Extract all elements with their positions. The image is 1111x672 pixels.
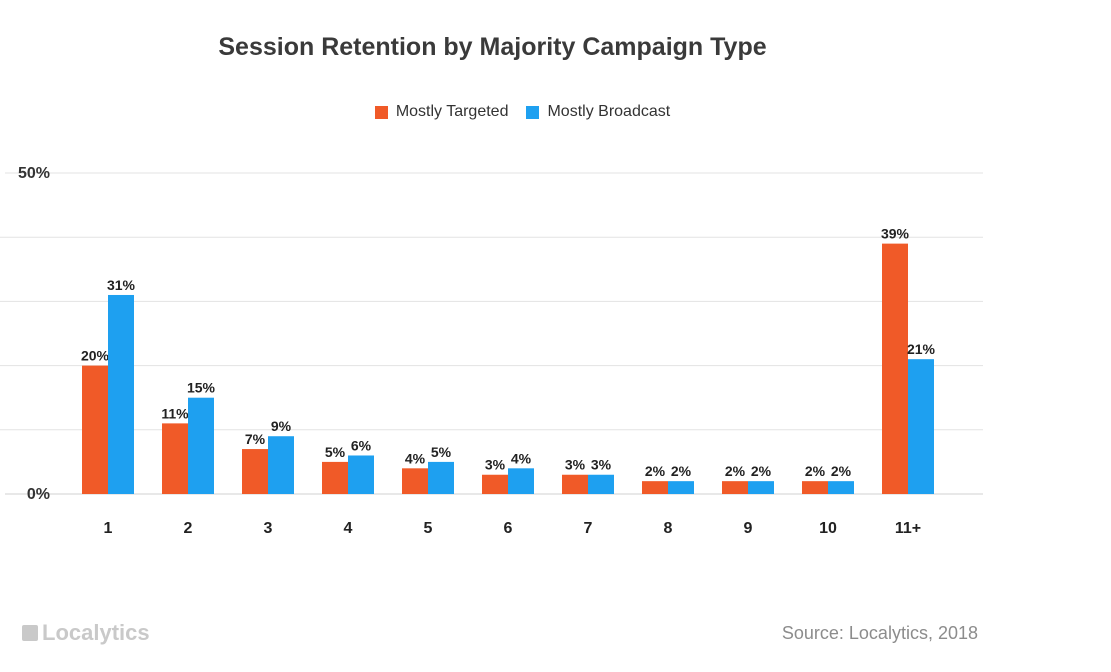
data-label-targeted-2: 7% — [245, 431, 266, 447]
x-tick-label-9: 10 — [819, 520, 837, 537]
legend-label-targeted: Mostly Targeted — [395, 103, 509, 120]
data-label-broadcast-1: 15% — [187, 380, 216, 396]
data-label-targeted-1: 11% — [161, 405, 189, 421]
bar-chart-plot: 50% 0% 20% 31% 1 11% 15% 2 7% 9% 3 5% 6% 4 4% 5% 5 3% 4% 6 3… — [0, 165, 983, 537]
x-tick-label-10: 11+ — [895, 520, 921, 537]
bar-broadcast-4 — [428, 461, 454, 494]
x-tick-label-3: 4 — [344, 520, 353, 537]
logo-icon — [22, 625, 38, 641]
x-tick-label-1: 2 — [184, 520, 193, 537]
data-label-targeted-5: 3% — [485, 457, 506, 473]
data-label-broadcast-5: 4% — [511, 450, 532, 466]
bar-targeted-2 — [242, 449, 268, 494]
x-tick-label-8: 9 — [744, 520, 753, 537]
data-label-targeted-4: 4% — [405, 450, 426, 466]
logo-text: Localytics — [42, 620, 150, 645]
data-label-broadcast-10: 21% — [907, 341, 936, 357]
bar-targeted-1 — [162, 423, 188, 494]
chart-title: Session Retention by Majority Campaign T… — [218, 33, 767, 61]
bar-broadcast-1 — [188, 397, 214, 494]
bar-targeted-10 — [882, 243, 908, 494]
x-tick-label-5: 6 — [504, 520, 513, 537]
data-label-targeted-10: 39% — [881, 226, 910, 242]
bar-targeted-0 — [82, 365, 108, 494]
x-tick-label-2: 3 — [264, 520, 273, 537]
bar-targeted-5 — [482, 474, 508, 494]
bar-targeted-4 — [402, 468, 428, 494]
bar-broadcast-6 — [588, 474, 614, 494]
bar-broadcast-3 — [348, 455, 374, 494]
bar-targeted-7 — [642, 481, 668, 494]
bar-broadcast-5 — [508, 468, 534, 494]
bar-broadcast-2 — [268, 436, 294, 494]
data-label-broadcast-4: 5% — [431, 444, 452, 460]
data-label-broadcast-0: 31% — [107, 277, 136, 293]
data-label-targeted-9: 2% — [805, 463, 826, 479]
data-label-broadcast-7: 2% — [671, 463, 692, 479]
data-label-broadcast-6: 3% — [591, 457, 612, 473]
bar-broadcast-8 — [748, 481, 774, 494]
data-label-targeted-6: 3% — [565, 457, 586, 473]
data-label-broadcast-8: 2% — [751, 463, 772, 479]
x-tick-label-4: 5 — [424, 520, 433, 537]
legend-label-broadcast: Mostly Broadcast — [547, 103, 671, 120]
data-label-targeted-7: 2% — [645, 463, 666, 479]
localytics-logo: Localytics — [22, 620, 150, 646]
legend-swatch-targeted — [374, 105, 388, 119]
y-tick-label-0: 50% — [18, 165, 50, 182]
data-label-targeted-3: 5% — [325, 444, 346, 460]
y-tick-label-5: 0% — [27, 486, 50, 503]
bar-broadcast-9 — [828, 481, 854, 494]
legend-swatch-broadcast — [526, 105, 540, 119]
source-note: Source: Localytics, 2018 — [781, 623, 978, 643]
data-label-targeted-8: 2% — [725, 463, 746, 479]
data-label-broadcast-2: 9% — [271, 418, 292, 434]
legend-item-targeted: Mostly Targeted — [374, 103, 509, 121]
bar-broadcast-10 — [908, 359, 934, 494]
bar-targeted-9 — [802, 481, 828, 494]
data-label-broadcast-9: 2% — [831, 463, 852, 479]
x-tick-label-6: 7 — [584, 520, 593, 537]
bar-broadcast-0 — [108, 294, 134, 494]
x-tick-label-0: 1 — [104, 520, 113, 537]
legend-item-broadcast: Mostly Broadcast — [526, 103, 670, 121]
x-tick-label-7: 8 — [664, 520, 673, 537]
bar-broadcast-7 — [668, 481, 694, 494]
data-label-targeted-0: 20% — [81, 348, 110, 364]
bar-targeted-3 — [322, 461, 348, 494]
bar-targeted-8 — [722, 481, 748, 494]
data-label-broadcast-3: 6% — [351, 437, 372, 453]
bar-targeted-6 — [562, 474, 588, 494]
chart-legend: Mostly Targeted Mostly Broadcast — [0, 103, 1045, 121]
